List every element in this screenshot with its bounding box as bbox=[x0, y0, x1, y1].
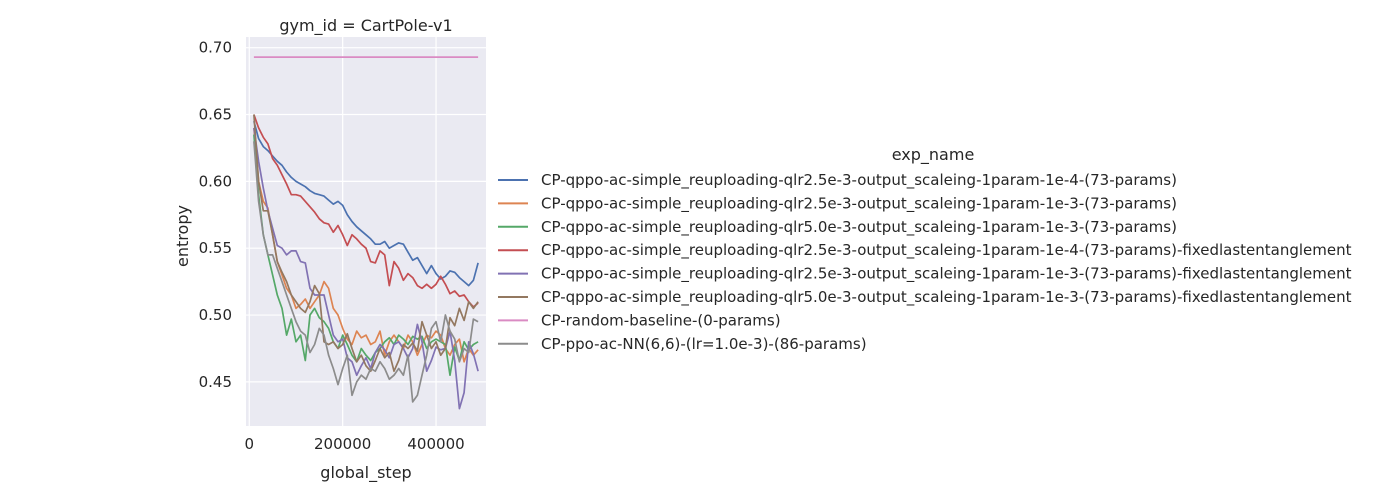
series-line-5 bbox=[253, 127, 479, 410]
legend-entry: CP-qppo-ac-simple_reuploading-qlr2.5e-3-… bbox=[541, 241, 1352, 260]
plot-area bbox=[246, 37, 486, 426]
legend-title: exp_name bbox=[892, 145, 975, 165]
y-axis-label: entropy bbox=[173, 205, 192, 267]
chart-title: gym_id = CartPole-v1 bbox=[279, 16, 452, 36]
legend-entry: CP-qppo-ac-simple_reuploading-qlr2.5e-3-… bbox=[541, 171, 1177, 190]
legend-entry: CP-random-baseline-(0-params) bbox=[541, 311, 781, 329]
legend-entry: CP-ppo-ac-NN(6,6)-(lr=1.0e-3)-(86-params… bbox=[541, 335, 867, 353]
series-line-4 bbox=[253, 114, 479, 308]
series-line-8 bbox=[253, 141, 479, 403]
y-tick-label: 0.50 bbox=[199, 306, 232, 324]
series-line-1 bbox=[253, 120, 479, 287]
x-tick-label: 0 bbox=[244, 435, 254, 453]
series-line-6 bbox=[253, 114, 479, 373]
legend-entry: CP-qppo-ac-simple_reuploading-qlr2.5e-3-… bbox=[541, 265, 1352, 284]
y-tick-label: 0.45 bbox=[199, 373, 232, 391]
x-axis-label: global_step bbox=[320, 463, 411, 483]
y-tick-label: 0.60 bbox=[199, 172, 232, 190]
y-tick-label: 0.65 bbox=[199, 106, 232, 124]
y-tick-label: 0.70 bbox=[199, 39, 232, 57]
tick-labels: 0 200000 400000 0.45 0.50 0.55 0.60 0.65 0.70 bbox=[199, 39, 465, 453]
y-tick-label: 0.55 bbox=[199, 239, 232, 257]
legend-entry: CP-qppo-ac-simple_reuploading-qlr5.0e-3-… bbox=[541, 218, 1177, 237]
series-layer bbox=[253, 56, 479, 410]
legend-entry: CP-qppo-ac-simple_reuploading-qlr2.5e-3-… bbox=[541, 194, 1177, 213]
x-tick-label: 400000 bbox=[407, 435, 464, 453]
legend-entry: CP-qppo-ac-simple_reuploading-qlr5.0e-3-… bbox=[541, 288, 1352, 307]
legend: exp_name CP-qppo-ac-simple_reuploading-q… bbox=[498, 145, 1352, 353]
x-tick-label: 200000 bbox=[314, 435, 371, 453]
